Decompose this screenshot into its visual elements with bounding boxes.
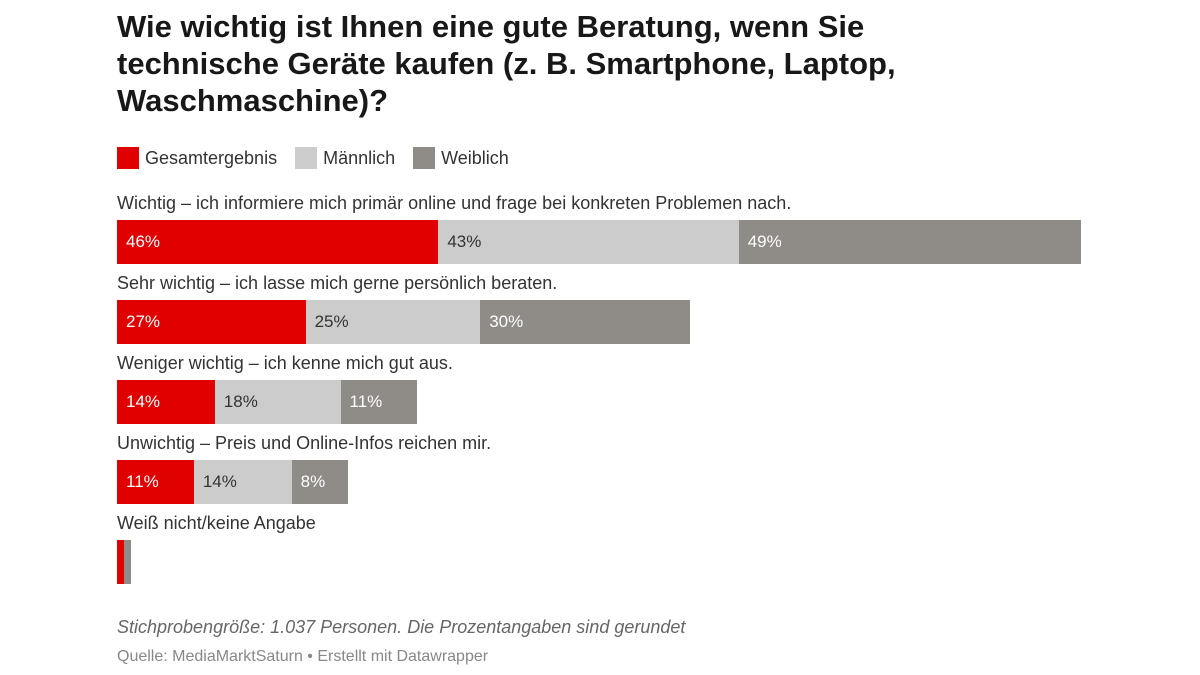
- stacked-bar: 14% 18% 11%: [117, 380, 1117, 424]
- bar-row: Weiß nicht/keine Angabe: [117, 510, 1117, 590]
- legend-item: Männlich: [295, 147, 395, 169]
- legend-item: Gesamtergebnis: [117, 147, 277, 169]
- legend-label: Gesamtergebnis: [145, 147, 278, 168]
- stacked-bar: 11% 14% 8%: [117, 460, 1117, 504]
- chart-title: Wie wichtig ist Ihnen eine gute Beratung…: [117, 9, 896, 118]
- stacked-bar: 46% 43% 49%: [117, 220, 1117, 264]
- category-label: Sehr wichtig – ich lasse mich gerne pers…: [117, 273, 558, 293]
- bar-segment-männlich: 25%: [305, 300, 481, 344]
- bar-row: Sehr wichtig – ich lasse mich gerne pers…: [117, 270, 1117, 350]
- bar-segment-männlich: 18%: [214, 380, 341, 424]
- category-label: Weiß nicht/keine Angabe: [117, 513, 316, 533]
- legend-swatch: [295, 147, 318, 169]
- bar-segment-gesamtergebnis: 46%: [117, 220, 439, 264]
- legend-swatch: [117, 147, 139, 169]
- category-label: Weniger wichtig – ich kenne mich gut aus…: [117, 353, 453, 373]
- bar-segment-gesamtergebnis: 14%: [117, 380, 215, 424]
- stacked-bar: 27% 25% 30%: [117, 300, 1117, 344]
- chart-note: Stichprobengröße: 1.037 Personen. Die Pr…: [117, 617, 686, 637]
- bar-segment-weiblich: 30%: [480, 300, 690, 344]
- chart-source: Quelle: MediaMarktSaturn • Erstellt mit …: [117, 648, 489, 665]
- bar-segment-gesamtergebnis: [117, 540, 124, 584]
- bar-segment-weiblich: [123, 540, 131, 584]
- legend-label: Weiblich: [441, 147, 509, 168]
- category-label: Wichtig – ich informiere mich primär onl…: [117, 193, 792, 213]
- bar-segment-weiblich: 49%: [738, 220, 1081, 264]
- bar-segment-männlich: 14%: [193, 460, 292, 504]
- bar-segment-gesamtergebnis: 27%: [117, 300, 306, 344]
- bar-row: Weniger wichtig – ich kenne mich gut aus…: [117, 350, 1117, 430]
- category-label: Unwichtig – Preis und Online-Infos reich…: [117, 433, 492, 453]
- bar-segment-weiblich: 11%: [340, 380, 418, 424]
- legend: Gesamtergebnis Männlich Weiblich: [117, 147, 509, 169]
- bar-rows: Wichtig – ich informiere mich primär onl…: [117, 190, 1117, 590]
- legend-label: Männlich: [323, 147, 396, 168]
- bar-row: Unwichtig – Preis und Online-Infos reich…: [117, 430, 1117, 510]
- bar-segment-männlich: 43%: [438, 220, 739, 264]
- legend-item: Weiblich: [413, 147, 509, 169]
- legend-swatch: [413, 147, 436, 169]
- stacked-bar: [117, 540, 1117, 584]
- bar-segment-gesamtergebnis: 11%: [117, 460, 194, 504]
- bar-segment-weiblich: 8%: [291, 460, 348, 504]
- bar-row: Wichtig – ich informiere mich primär onl…: [117, 190, 1117, 270]
